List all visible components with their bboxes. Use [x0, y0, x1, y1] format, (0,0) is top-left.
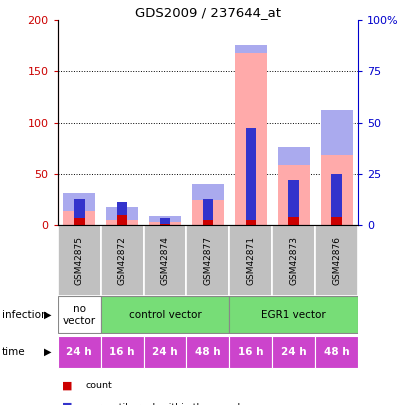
Bar: [149, 215, 181, 222]
Bar: [187, 336, 229, 368]
Text: infection: infection: [2, 310, 48, 320]
Bar: [289, 217, 299, 225]
Text: EGR1 vector: EGR1 vector: [261, 310, 326, 320]
Bar: [278, 147, 310, 166]
Bar: [332, 174, 342, 217]
Bar: [229, 296, 358, 333]
Bar: [58, 336, 101, 368]
Bar: [106, 220, 138, 225]
Bar: [101, 336, 144, 368]
Bar: [144, 225, 187, 296]
Bar: [63, 211, 95, 225]
Bar: [203, 199, 213, 220]
Text: percentile rank within the sample: percentile rank within the sample: [86, 403, 246, 405]
Bar: [192, 184, 224, 200]
Text: GSM42873: GSM42873: [289, 236, 298, 285]
Text: ▶: ▶: [44, 347, 51, 357]
Bar: [58, 296, 101, 333]
Bar: [272, 225, 315, 296]
Bar: [101, 296, 229, 333]
Bar: [192, 200, 224, 225]
Text: 48 h: 48 h: [324, 347, 349, 357]
Bar: [187, 225, 229, 296]
Text: GSM42874: GSM42874: [160, 236, 170, 285]
Text: no
vector: no vector: [62, 304, 96, 326]
Text: GSM42872: GSM42872: [117, 236, 127, 285]
Bar: [246, 220, 256, 225]
Bar: [58, 225, 101, 296]
Text: ■: ■: [62, 402, 72, 405]
Text: ■: ■: [62, 381, 72, 391]
Bar: [332, 217, 342, 225]
Bar: [160, 224, 170, 225]
Bar: [321, 110, 353, 155]
Bar: [235, 53, 267, 225]
Text: 16 h: 16 h: [109, 347, 135, 357]
Text: ▶: ▶: [44, 310, 51, 320]
Bar: [321, 155, 353, 225]
Text: GSM42871: GSM42871: [246, 236, 256, 285]
Bar: [149, 222, 181, 225]
Bar: [203, 220, 213, 225]
Text: count: count: [86, 382, 112, 390]
Text: 24 h: 24 h: [152, 347, 178, 357]
Bar: [278, 166, 310, 225]
Text: 48 h: 48 h: [195, 347, 221, 357]
Bar: [101, 225, 144, 296]
Bar: [229, 336, 272, 368]
Text: 16 h: 16 h: [238, 347, 263, 357]
Text: GSM42877: GSM42877: [203, 236, 213, 285]
Text: GSM42875: GSM42875: [75, 236, 84, 285]
Bar: [315, 336, 358, 368]
Bar: [144, 336, 187, 368]
Bar: [74, 217, 84, 225]
Bar: [63, 193, 95, 211]
Bar: [117, 215, 127, 225]
Text: time: time: [2, 347, 25, 357]
Text: control vector: control vector: [129, 310, 201, 320]
Title: GDS2009 / 237644_at: GDS2009 / 237644_at: [135, 6, 281, 19]
Bar: [235, 45, 267, 53]
Bar: [74, 199, 84, 217]
Text: 24 h: 24 h: [281, 347, 306, 357]
Bar: [160, 217, 170, 224]
Bar: [229, 225, 272, 296]
Bar: [246, 128, 256, 220]
Bar: [106, 207, 138, 220]
Bar: [117, 202, 127, 215]
Bar: [272, 336, 315, 368]
Bar: [289, 180, 299, 217]
Text: 24 h: 24 h: [66, 347, 92, 357]
Bar: [315, 225, 358, 296]
Text: GSM42876: GSM42876: [332, 236, 341, 285]
